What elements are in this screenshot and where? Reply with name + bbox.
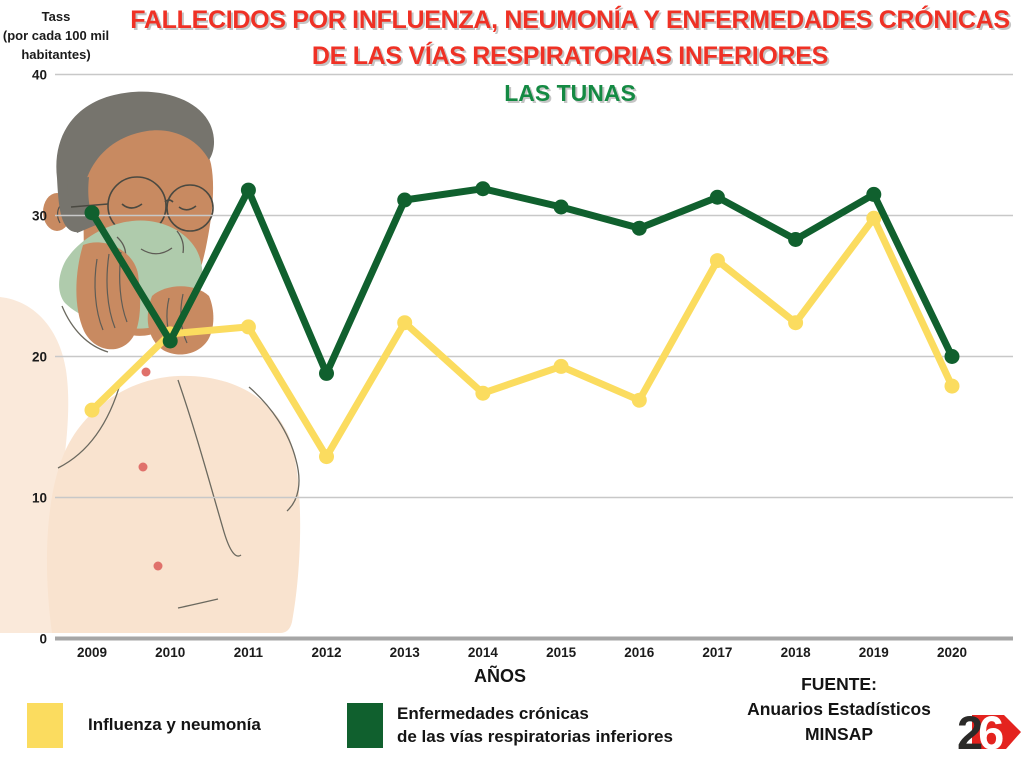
shirt-dot (153, 561, 163, 571)
periodico-26-logo: 26 (957, 706, 1021, 759)
x-tick-label-2016: 2016 (624, 645, 655, 660)
series-0-point-2017 (709, 253, 725, 269)
series-1-point-2013 (397, 192, 413, 208)
series-0-point-2013 (397, 315, 413, 331)
series-0-point-2014 (475, 385, 491, 401)
y-tick-label-40: 40 (32, 68, 47, 83)
x-tick-label-2013: 2013 (390, 645, 421, 660)
page-title-line-1: FALLECIDOS POR INFLUENZA, NEUMONÍA Y ENF… (130, 6, 1010, 34)
series-1-point-2012 (319, 365, 334, 381)
y-tick-label-10: 10 (32, 491, 47, 506)
series-1-point-2014 (475, 181, 491, 197)
series-line-1 (88, 185, 956, 377)
series-1-point-2016 (631, 220, 647, 236)
legend-label-chronic: Enfermedades crónicas de las vías respir… (397, 704, 673, 746)
x-tick-label-2017: 2017 (702, 645, 732, 660)
x-axis-title: AÑOS (473, 666, 526, 686)
y-tick-label-30: 30 (32, 209, 47, 224)
legend-item-influenza: Influenza y neumonía (27, 703, 261, 748)
series-0-point-2009 (84, 402, 100, 418)
x-tick-label-2010: 2010 (155, 645, 185, 660)
y-axis-title: Tass (por cada 100 mil habitantes) (0, 8, 120, 65)
legend-swatch-yellow (27, 703, 63, 748)
source-line: FUENTE: (801, 674, 877, 694)
page-subtitle-region: LAS TUNAS (504, 80, 636, 106)
x-tick-label-2019: 2019 (859, 645, 889, 660)
y-axis-title-line: Tass (41, 9, 71, 24)
series-1-point-2018 (788, 232, 804, 247)
axis-labels: 0 10 20 30 40 2009 2010 2011 2012 2013 2014 2015 201… (32, 68, 967, 661)
logo-digits: 26 (957, 706, 1003, 759)
series-0-point-2016 (631, 392, 647, 408)
series-1-point-2017 (709, 189, 725, 205)
data-series (84, 181, 960, 465)
page-title-line-2: DE LAS VÍAS RESPIRATORIAS INFERIORES (311, 42, 829, 70)
series-0-point-2015 (553, 358, 569, 374)
y-axis-title-line: habitantes) (21, 46, 91, 62)
title-block: FALLECIDOS POR INFLUENZA, NEUMONÍA Y ENF… (118, 2, 1022, 108)
logo-red-shape (972, 715, 1021, 749)
closed-eye-left (121, 203, 143, 209)
x-tick-label-2009: 2009 (77, 645, 107, 660)
y-axis-title-line: (por cada 100 mil (2, 27, 110, 43)
legend-label-influenza: Influenza y neumonía (88, 715, 261, 735)
torso-shape (46, 375, 301, 633)
y-tick-label-20: 20 (32, 350, 47, 365)
series-1-point-2010 (162, 333, 178, 349)
series-1-point-2009 (84, 205, 100, 221)
source-line: Anuarios Estadísticos (747, 698, 931, 719)
shirt-dot (141, 367, 151, 377)
x-tick-label-2012: 2012 (311, 645, 341, 660)
series-0-point-2020 (944, 378, 960, 394)
series-1-point-2020 (944, 349, 960, 364)
series-1-point-2011 (240, 182, 256, 198)
series-line-0 (88, 214, 956, 461)
series-1-point-2019 (866, 186, 882, 202)
legend-swatch-green (347, 703, 383, 748)
source-line: MINSAP (804, 723, 874, 744)
x-tick-label-2018: 2018 (781, 645, 812, 660)
closed-eye-right (178, 205, 197, 211)
hair-shape (56, 91, 215, 233)
person-sneezing-illustration (0, 91, 301, 633)
x-tick-label-2011: 2011 (234, 645, 264, 660)
y-tick-label-0: 0 (39, 632, 47, 647)
gridlines (55, 73, 1013, 641)
shirt-dot (138, 462, 148, 472)
x-tick-label-2014: 2014 (468, 645, 499, 660)
x-tick-label-2020: 2020 (937, 645, 967, 660)
series-0-point-2019 (866, 210, 882, 226)
legend-item-chronic: Enfermedades crónicas de las vías respir… (347, 703, 673, 748)
x-tick-label-2015: 2015 (546, 645, 577, 660)
series-0-point-2012 (319, 449, 334, 465)
series-0-point-2018 (788, 315, 804, 331)
series-0-point-2011 (240, 319, 256, 335)
series-1-point-2015 (553, 199, 569, 215)
source-block: FUENTE: Anuarios Estadísticos MINSAP (729, 672, 949, 747)
